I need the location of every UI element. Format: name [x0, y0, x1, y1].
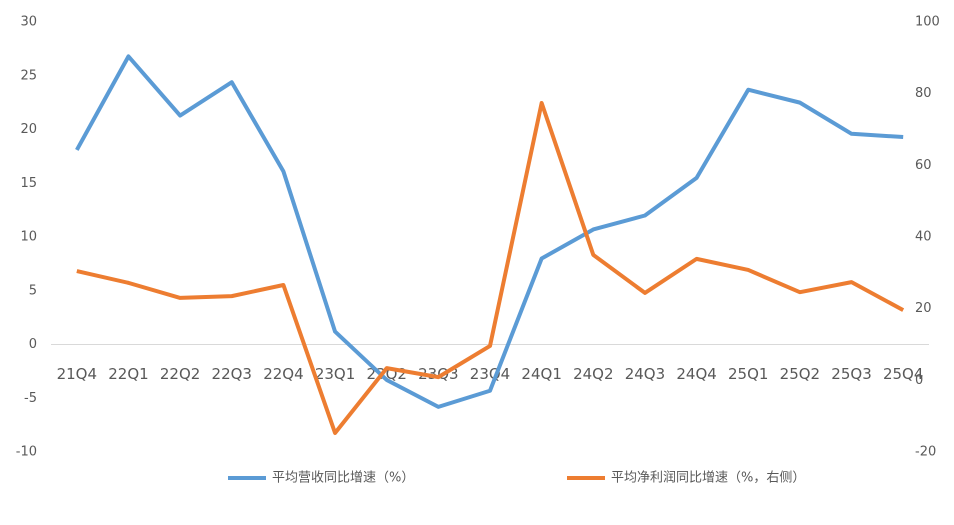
y2-tick-label: 40 — [915, 230, 932, 245]
y2-tick-label: -20 — [915, 445, 936, 460]
x-tick-label: 22Q2 — [160, 365, 200, 383]
y-tick-label: 5 — [29, 283, 37, 298]
x-tick-label: 24Q1 — [521, 365, 561, 383]
y2-tick-label: 100 — [915, 15, 940, 30]
x-tick-label: 22Q1 — [108, 365, 148, 383]
x-tick-label: 25Q4 — [883, 365, 923, 383]
x-tick-label: 23Q1 — [315, 365, 355, 383]
x-tick-label: 21Q4 — [57, 365, 97, 383]
x-tick-label: 24Q3 — [625, 365, 665, 383]
legend-label: 平均营收同比增速（%） — [272, 471, 414, 486]
x-tick-label: 22Q4 — [263, 365, 303, 383]
y-tick-label: 25 — [20, 68, 37, 83]
x-tick-label: 24Q2 — [573, 365, 613, 383]
series-line — [75, 54, 904, 409]
x-tick-label: 23Q4 — [470, 365, 510, 383]
legend-label: 平均净利润同比增速（%，右侧） — [611, 471, 805, 486]
x-tick-label: 25Q1 — [728, 365, 768, 383]
y-tick-label: 30 — [20, 15, 37, 30]
x-tick-label: 25Q3 — [831, 365, 871, 383]
y2-tick-label: 80 — [915, 86, 932, 101]
y-tick-label: 15 — [20, 176, 37, 191]
y-tick-label: 0 — [29, 337, 37, 352]
y-tick-label: -10 — [16, 445, 37, 460]
y-tick-label: 10 — [20, 230, 37, 245]
y2-tick-label: 20 — [915, 301, 932, 316]
x-tick-label: 25Q2 — [780, 365, 820, 383]
y2-tick-label: 0 — [915, 373, 923, 388]
series-line — [76, 100, 905, 436]
y2-tick-label: 60 — [915, 158, 932, 173]
x-tick-label: 24Q4 — [676, 365, 716, 383]
y-tick-label: -5 — [24, 391, 37, 406]
x-tick-label: 22Q3 — [212, 365, 252, 383]
y-tick-label: 20 — [20, 122, 37, 137]
